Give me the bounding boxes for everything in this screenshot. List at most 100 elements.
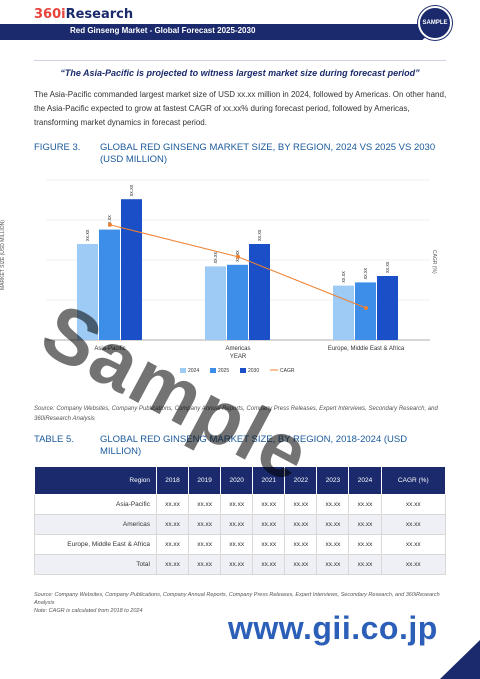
sample-seal-icon: SAMPLE: [418, 6, 452, 40]
x-tick-label: Europe, Middle East & Africa: [328, 346, 405, 352]
table-header-cell: 2019: [188, 466, 222, 495]
bar-data-label: xx.xx: [257, 229, 263, 241]
x-axis-label: YEAR: [230, 354, 247, 360]
table-cell: Americas: [34, 514, 157, 535]
table-cell: Asia-Pacific: [34, 494, 157, 515]
bar-2030-1: [249, 244, 270, 340]
table-cell: xx.xx: [380, 554, 447, 575]
summary-paragraph: The Asia-Pacific commanded largest marke…: [34, 90, 447, 127]
legend-swatch-2030: [240, 368, 246, 373]
table-cell: xx.xx: [380, 514, 447, 535]
table-label: TABLE 5.: [34, 434, 74, 445]
market-size-table: Region 2018 2019 2020 2021 2022 2023 202…: [34, 466, 447, 575]
legend-swatch-2025: [210, 368, 216, 373]
table-cell: xx.xx: [380, 494, 447, 515]
bar-2025-1: [227, 264, 248, 340]
table-cell: xx.xx: [316, 554, 350, 575]
table-cell: xx.xx: [316, 494, 350, 515]
bar-data-label: xx.xx: [341, 271, 347, 283]
table-cell: xx.xx: [252, 534, 286, 555]
bar-2024-0: [77, 244, 98, 340]
table-cell: xx.xx: [188, 514, 222, 535]
table-source-text: Source: Company Websites, Company Public…: [34, 592, 440, 606]
table-header-cell: 2018: [155, 466, 190, 495]
table-cell: xx.xx: [284, 554, 318, 575]
figure-source: Source: Company Websites, Company Public…: [34, 406, 438, 422]
report-title-bar: Red Ginseng Market - Global Forecast 202…: [0, 24, 440, 40]
table-header-cell: 2024: [348, 466, 382, 495]
bar-2024-2: [333, 285, 354, 340]
table-row: Asia-Pacific xx.xx xx.xx xx.xx xx.xx xx.…: [34, 494, 447, 515]
figure-label: FIGURE 3.: [34, 142, 81, 153]
table-cell: xx.xx: [220, 554, 254, 575]
table-cell: xx.xx: [348, 514, 382, 535]
table-cell: xx.xx: [252, 514, 286, 535]
table-source: Source: Company Websites, Company Public…: [34, 591, 446, 615]
table-cell: xx.xx: [380, 534, 447, 555]
table-cell: xx.xx: [220, 494, 254, 515]
bar-2024-1: [205, 266, 226, 340]
table-cell: xx.xx: [155, 494, 190, 515]
x-tick-label: Asia-Pacific: [94, 346, 125, 352]
chart-y-axis-label: MARKET SIZE (USD MILLION): [0, 220, 6, 290]
corner-decoration: [440, 640, 480, 679]
legend-swatch-2024: [180, 368, 186, 373]
table-cell: xx.xx: [284, 494, 318, 515]
table-header-cell: 2020: [220, 466, 254, 495]
table-cell: xx.xx: [252, 554, 286, 575]
key-finding-quote: “The Asia-Pacific is projected to witnes…: [60, 68, 420, 78]
bar-2030-2: [377, 276, 398, 340]
table-cell: xx.xx: [316, 514, 350, 535]
table-row: Europe, Middle East & Africa xx.xx xx.xx…: [34, 534, 447, 555]
table-cell: xx.xx: [348, 554, 382, 575]
legend-label: 2025: [218, 368, 229, 374]
legend-label: 2030: [248, 368, 259, 374]
bar-2030-0: [121, 199, 142, 340]
table-cell: xx.xx: [284, 514, 318, 535]
region-bar-chart: xx.xx xx.xx xx.xx Asia-Pacific xx.xx xx.xx xx.…: [46, 179, 430, 374]
table-cell: xx.xx: [155, 514, 190, 535]
legend-label: CAGR: [280, 368, 295, 374]
table-cell: xx.xx: [188, 494, 222, 515]
table-header-cell: CAGR (%): [380, 466, 447, 495]
table-row: Total xx.xx xx.xx xx.xx xx.xx xx.xx xx.x…: [34, 554, 447, 575]
table-cell: xx.xx: [188, 534, 222, 555]
bar-2025-2: [355, 282, 376, 340]
table-cell: xx.xx: [220, 514, 254, 535]
bar-2025-0: [99, 229, 120, 340]
table-cell: xx.xx: [220, 534, 254, 555]
bar-data-label: xx.xx: [385, 261, 391, 273]
table-header-cell: 2023: [316, 466, 350, 495]
table-header-cell: 2022: [284, 466, 318, 495]
table-cell: Europe, Middle East & Africa: [34, 534, 157, 555]
bar-data-label: xx.xx: [85, 229, 91, 241]
brand-logo: 360iResearch: [34, 7, 134, 22]
bar-data-label: xx.xx: [107, 215, 113, 227]
x-tick-label: Americas: [225, 346, 250, 352]
table-cell: xx.xx: [155, 554, 190, 575]
figure-title: GLOBAL RED GINSENG MARKET SIZE, BY REGIO…: [100, 142, 436, 165]
table-cell: xx.xx: [316, 534, 350, 555]
table-cell: xx.xx: [188, 554, 222, 575]
table-cell: xx.xx: [348, 494, 382, 515]
cagr-point-0: [108, 222, 112, 227]
report-title: Red Ginseng Market - Global Forecast 202…: [70, 26, 256, 35]
legend-label: 2024: [188, 368, 199, 374]
bar-data-label: xx.xx: [129, 184, 135, 196]
page-header: 360iResearch Red Ginseng Market - Global…: [0, 0, 480, 42]
divider: [34, 60, 446, 61]
table-cell: xx.xx: [284, 534, 318, 555]
table-header-row: Region 2018 2019 2020 2021 2022 2023 202…: [34, 466, 447, 495]
table-header-cell: 2021: [252, 466, 286, 495]
table-note: Note: CAGR is calculated from 2018 to 20…: [34, 608, 143, 614]
cagr-point-1: [236, 254, 240, 259]
bar-data-label: xx.xx: [363, 268, 369, 280]
gii-watermark: www.gii.co.jp: [228, 610, 438, 646]
table-cell: xx.xx: [348, 534, 382, 555]
table-row: Americas xx.xx xx.xx xx.xx xx.xx xx.xx x…: [34, 514, 447, 535]
bar-data-label: xx.xx: [213, 252, 219, 264]
table-cell: xx.xx: [252, 494, 286, 515]
table-title: GLOBAL RED GINSENG MARKET SIZE, BY REGIO…: [100, 434, 408, 457]
table-cell: xx.xx: [155, 534, 190, 555]
cagr-point-2: [364, 306, 368, 310]
